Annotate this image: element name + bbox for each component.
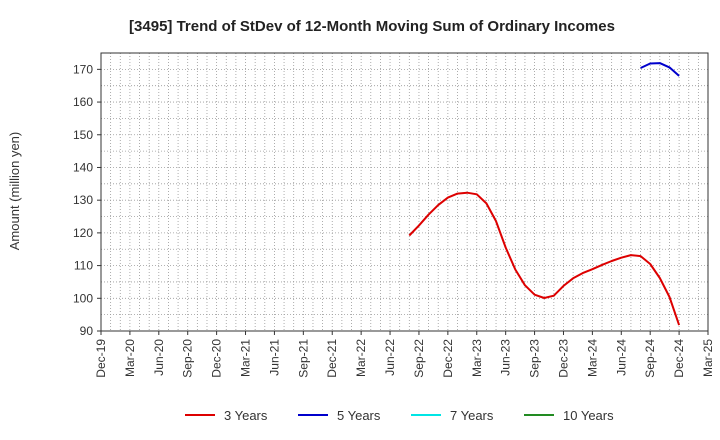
x-tick-label: Dec-23 (556, 339, 570, 378)
y-tick-label: 170 (73, 62, 93, 76)
x-tick-label: Mar-23 (470, 339, 484, 377)
y-tick-label: 110 (74, 259, 93, 273)
y-axis-ticks: 90 100 110 120 130 140 150 160 170 (73, 62, 101, 338)
x-tick-label: Sep-23 (528, 339, 542, 378)
x-tick-label: Dec-24 (672, 339, 686, 378)
legend: 3 Years 5 Years 7 Years 10 Years (185, 408, 614, 423)
chart-title: [3495] Trend of StDev of 12-Month Moving… (129, 18, 615, 35)
x-tick-label: Sep-22 (412, 339, 426, 378)
x-tick-label: Jun-24 (614, 339, 628, 376)
y-tick-label: 100 (73, 291, 93, 305)
y-tick-label: 120 (73, 226, 93, 240)
x-tick-label: Mar-21 (239, 339, 253, 377)
y-tick-label: 150 (73, 128, 93, 142)
y-axis-label: Amount (million yen) (7, 132, 22, 251)
x-tick-label: Sep-24 (643, 339, 657, 378)
y-tick-label: 160 (73, 95, 93, 109)
legend-label: 7 Years (450, 408, 494, 423)
x-tick-label: Mar-25 (701, 339, 715, 377)
x-tick-label: Mar-22 (354, 339, 368, 377)
x-tick-label: Sep-21 (296, 339, 310, 378)
series-line-3-years (408, 191, 681, 326)
x-tick-label: Dec-19 (94, 339, 108, 378)
y-tick-label: 130 (73, 193, 93, 207)
legend-label: 10 Years (563, 408, 614, 423)
x-tick-label: Dec-21 (325, 339, 339, 378)
x-tick-label: Jun-23 (499, 339, 513, 376)
x-tick-label: Jun-22 (383, 339, 397, 376)
y-tick-label: 90 (80, 324, 94, 338)
x-tick-label: Dec-22 (441, 339, 455, 378)
x-tick-label: Jun-21 (267, 339, 281, 376)
plot-area (100, 52, 709, 332)
x-tick-label: Dec-20 (210, 339, 224, 378)
x-tick-label: Mar-20 (123, 339, 137, 377)
x-axis-ticks: Dec-19 Mar-20 Jun-20 Sep-20 Dec-20 Mar-21 Jun-… (94, 331, 715, 378)
legend-label: 5 Years (337, 408, 381, 423)
x-tick-label: Sep-20 (181, 339, 195, 378)
grid (101, 53, 708, 331)
series-lines (408, 62, 681, 326)
series-line-5-years (640, 62, 680, 77)
y-tick-label: 140 (73, 160, 93, 174)
x-tick-label: Mar-24 (585, 339, 599, 377)
x-tick-label: Jun-20 (152, 339, 166, 376)
legend-label: 3 Years (224, 408, 268, 423)
